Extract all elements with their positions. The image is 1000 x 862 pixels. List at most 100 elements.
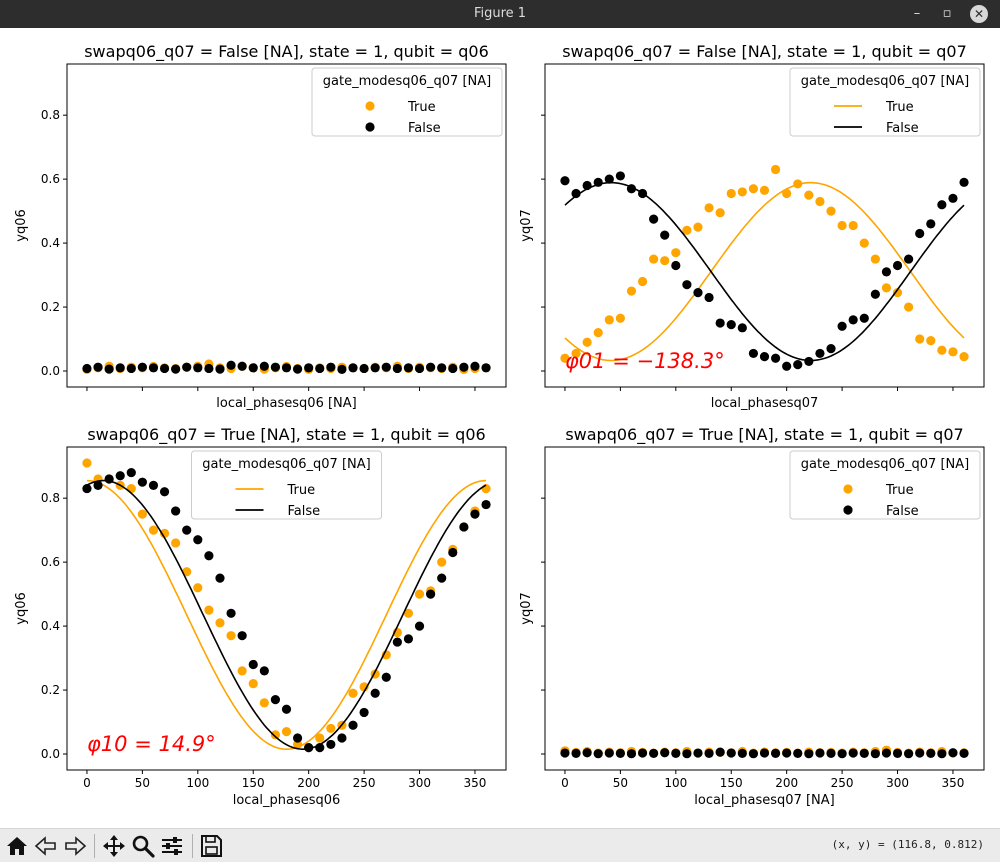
- data-point-false: [381, 362, 391, 372]
- chart-title: swapq06_q07 = False [NA], state = 1, qub…: [562, 42, 967, 62]
- data-point-true: [859, 238, 869, 248]
- data-point-false: [837, 321, 847, 331]
- data-point-false: [892, 260, 903, 271]
- data-point-false: [560, 176, 570, 186]
- data-point-true: [582, 337, 592, 347]
- data-point-true: [626, 286, 637, 296]
- x-tick-label: 150: [242, 776, 265, 790]
- legend-box: [789, 450, 981, 520]
- x-tick-label: 150: [720, 776, 743, 790]
- back-icon[interactable]: [33, 833, 59, 859]
- subplots-icon[interactable]: [159, 833, 185, 859]
- legend-label: False: [886, 121, 919, 136]
- data-point-false: [693, 748, 703, 758]
- data-point-true: [660, 256, 670, 266]
- data-point-false: [870, 289, 880, 299]
- data-point-true: [915, 334, 925, 344]
- data-point-false: [759, 748, 770, 758]
- data-point-false: [660, 748, 670, 758]
- data-point-false: [82, 363, 92, 374]
- legend-box: [789, 67, 981, 137]
- data-point-false: [426, 589, 436, 599]
- x-tick-label: 250: [353, 776, 376, 790]
- data-point-false: [948, 748, 958, 758]
- data-point-false: [226, 360, 236, 370]
- data-point-false: [859, 748, 869, 758]
- data-point-false: [403, 363, 414, 373]
- toolbar-separator: [94, 834, 95, 858]
- legend: gate_modesq06_q07 [NA] True False: [789, 67, 981, 137]
- data-point-false: [737, 323, 747, 333]
- data-point-true: [693, 222, 703, 232]
- data-point-false: [237, 631, 247, 641]
- minimize-button[interactable]: –: [913, 6, 921, 21]
- legend-marker-false: [365, 122, 375, 132]
- x-axis-label: local_phasesq06 [NA]: [216, 396, 356, 411]
- data-point-true: [281, 727, 292, 737]
- data-point-false: [204, 363, 214, 374]
- y-tick-label: 0.8: [41, 491, 60, 505]
- data-point-false: [381, 672, 391, 682]
- data-point-true: [926, 336, 936, 346]
- x-axis-label: local_phasesq07 [NA]: [694, 793, 834, 808]
- data-point-false: [759, 352, 770, 362]
- data-point-false: [193, 363, 203, 373]
- data-point-false: [649, 748, 659, 758]
- data-point-true: [815, 196, 825, 207]
- home-icon[interactable]: [4, 833, 30, 859]
- data-point-false: [159, 487, 170, 497]
- x-tick-label: 350: [464, 776, 487, 790]
- data-point-false: [204, 551, 214, 561]
- data-point-false: [615, 748, 625, 758]
- data-point-true: [959, 352, 969, 362]
- data-point-false: [93, 362, 103, 372]
- data-point-false: [815, 748, 825, 758]
- y-tick-label: 0.0: [41, 364, 60, 378]
- data-point-true: [137, 509, 147, 519]
- data-point-true: [414, 589, 425, 599]
- data-point-true: [326, 723, 336, 734]
- plot-area: [560, 164, 969, 371]
- data-point-true: [270, 730, 281, 740]
- data-point-false: [593, 749, 603, 759]
- fit-line-true: [86, 479, 487, 751]
- data-point-true: [126, 483, 136, 494]
- data-point-true: [759, 185, 770, 195]
- close-button[interactable]: ✕: [970, 5, 988, 23]
- plot-area: [82, 359, 491, 375]
- fit-line-true: [564, 181, 965, 362]
- data-point-false: [848, 315, 858, 325]
- data-point-false: [726, 748, 736, 758]
- data-point-false: [414, 363, 425, 374]
- data-point-true: [248, 679, 258, 689]
- forward-icon[interactable]: [62, 833, 88, 859]
- data-point-true: [315, 733, 325, 743]
- y-axis-label: yq06: [14, 592, 29, 625]
- data-point-false: [481, 363, 491, 373]
- data-point-true: [704, 203, 714, 213]
- legend-title: gate_modesq06_q07 [NA]: [801, 74, 969, 89]
- data-point-true: [637, 276, 648, 287]
- data-point-false: [414, 621, 425, 631]
- data-point-false: [326, 739, 336, 750]
- y-tick-label: 0.4: [41, 619, 60, 633]
- plot-area: [560, 745, 969, 759]
- data-point-false: [237, 361, 247, 371]
- data-point-false: [904, 749, 914, 759]
- save-icon[interactable]: [198, 833, 224, 859]
- data-point-false: [637, 188, 648, 199]
- data-point-false: [737, 748, 747, 758]
- restore-button[interactable]: ▫: [942, 6, 952, 21]
- subplot-2: swapq06_q07 = False [NA], state = 1, qub…: [519, 42, 985, 411]
- data-point-false: [93, 480, 103, 490]
- zoom-icon[interactable]: [130, 833, 156, 859]
- data-point-false: [704, 292, 714, 303]
- legend: gate_modesq06_q07 [NA] True False: [311, 67, 503, 137]
- pan-icon[interactable]: [101, 833, 127, 859]
- data-point-false: [148, 480, 159, 490]
- data-point-false: [926, 748, 936, 758]
- data-point-true: [560, 353, 570, 363]
- data-point-false: [826, 344, 836, 354]
- legend: gate_modesq06_q07 [NA] True False: [191, 450, 382, 520]
- legend-box: [311, 67, 503, 137]
